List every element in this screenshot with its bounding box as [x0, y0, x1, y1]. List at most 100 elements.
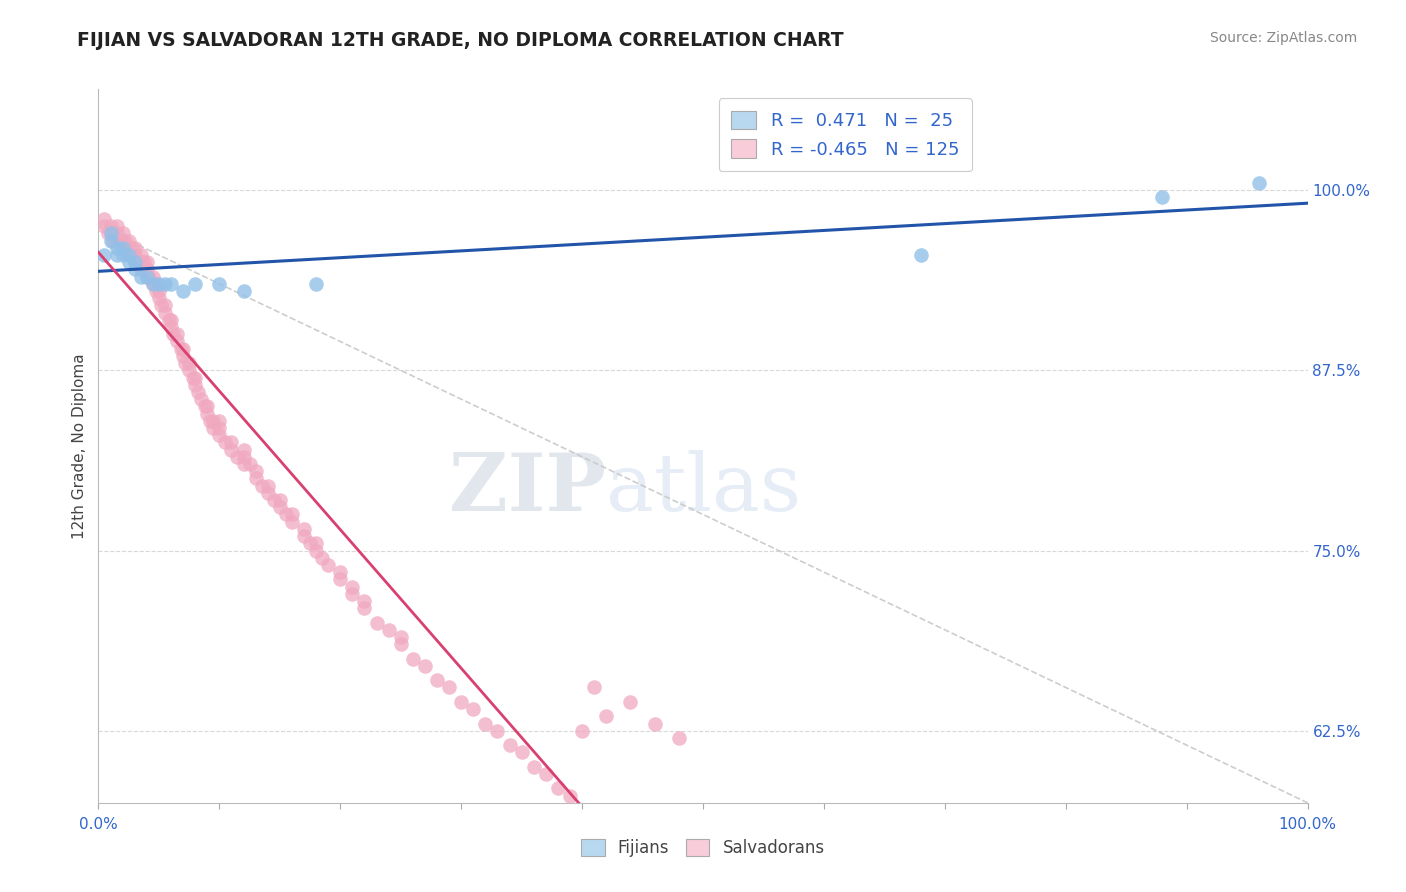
Point	[145, 277, 167, 291]
Point	[305, 543, 328, 558]
Point	[181, 370, 204, 384]
Point	[558, 789, 581, 803]
Point	[208, 414, 231, 428]
Point	[1249, 176, 1271, 190]
Point	[184, 277, 207, 291]
Point	[93, 219, 115, 234]
Point	[157, 313, 180, 327]
Point	[353, 594, 375, 608]
Y-axis label: 12th Grade, No Diploma: 12th Grade, No Diploma	[72, 353, 87, 539]
Point	[105, 227, 128, 241]
Point	[111, 241, 134, 255]
Point	[402, 651, 425, 665]
Point	[195, 400, 218, 414]
Point	[498, 738, 520, 752]
Point	[353, 601, 375, 615]
Text: ZIP: ZIP	[450, 450, 606, 528]
Point	[208, 421, 231, 435]
Point	[619, 695, 641, 709]
Point	[232, 442, 254, 457]
Point	[160, 320, 183, 334]
Point	[160, 277, 183, 291]
Point	[547, 781, 569, 796]
Point	[97, 227, 120, 241]
Point	[118, 234, 141, 248]
Point	[124, 262, 146, 277]
Legend: Fijians, Salvadorans: Fijians, Salvadorans	[572, 831, 834, 866]
Point	[256, 486, 278, 500]
Point	[172, 342, 194, 356]
Point	[145, 284, 167, 298]
Point	[198, 414, 221, 428]
Point	[179, 363, 201, 377]
Point	[292, 522, 315, 536]
Point	[142, 277, 165, 291]
Point	[172, 349, 194, 363]
Point	[208, 277, 231, 291]
Point	[190, 392, 212, 406]
Point	[195, 407, 218, 421]
Point	[127, 255, 149, 269]
Point	[148, 291, 170, 305]
Point	[150, 298, 173, 312]
Point	[148, 284, 170, 298]
Point	[305, 277, 328, 291]
Point	[114, 241, 136, 255]
Point	[179, 356, 201, 370]
Point	[342, 580, 364, 594]
Point	[208, 428, 231, 442]
Point	[135, 255, 157, 269]
Point	[437, 681, 460, 695]
Point	[250, 478, 273, 492]
Point	[129, 262, 152, 277]
Point	[269, 500, 291, 515]
Point	[194, 400, 217, 414]
Point	[184, 377, 207, 392]
Point	[450, 695, 472, 709]
Point	[124, 248, 146, 262]
Point	[389, 637, 412, 651]
Point	[105, 234, 128, 248]
Point	[134, 255, 156, 269]
Point	[169, 342, 191, 356]
Point	[342, 587, 364, 601]
Point	[232, 450, 254, 464]
Point	[114, 234, 136, 248]
Point	[668, 731, 690, 745]
Point	[153, 306, 176, 320]
Point	[166, 327, 188, 342]
Point	[124, 255, 146, 269]
Point	[142, 269, 165, 284]
Point	[281, 515, 304, 529]
Point	[160, 313, 183, 327]
Point	[329, 565, 352, 579]
Point	[121, 241, 143, 255]
Point	[174, 356, 197, 370]
Point	[118, 248, 141, 262]
Point	[162, 327, 184, 342]
Point	[111, 234, 134, 248]
Point	[105, 219, 128, 234]
Point	[148, 277, 170, 291]
Point	[129, 255, 152, 269]
Point	[202, 414, 225, 428]
Point	[221, 435, 243, 450]
Point	[534, 767, 557, 781]
Point	[118, 255, 141, 269]
Point	[108, 234, 131, 248]
Text: Source: ZipAtlas.com: Source: ZipAtlas.com	[1209, 31, 1357, 45]
Point	[129, 269, 152, 284]
Point	[571, 723, 593, 738]
Text: atlas: atlas	[606, 450, 801, 528]
Point	[100, 227, 122, 241]
Point	[232, 457, 254, 471]
Point	[910, 248, 932, 262]
Point	[172, 284, 194, 298]
Point	[124, 255, 146, 269]
Point	[184, 370, 207, 384]
Point	[274, 508, 297, 522]
Point	[142, 277, 165, 291]
Point	[299, 536, 322, 550]
Point	[269, 493, 291, 508]
Point	[129, 248, 152, 262]
